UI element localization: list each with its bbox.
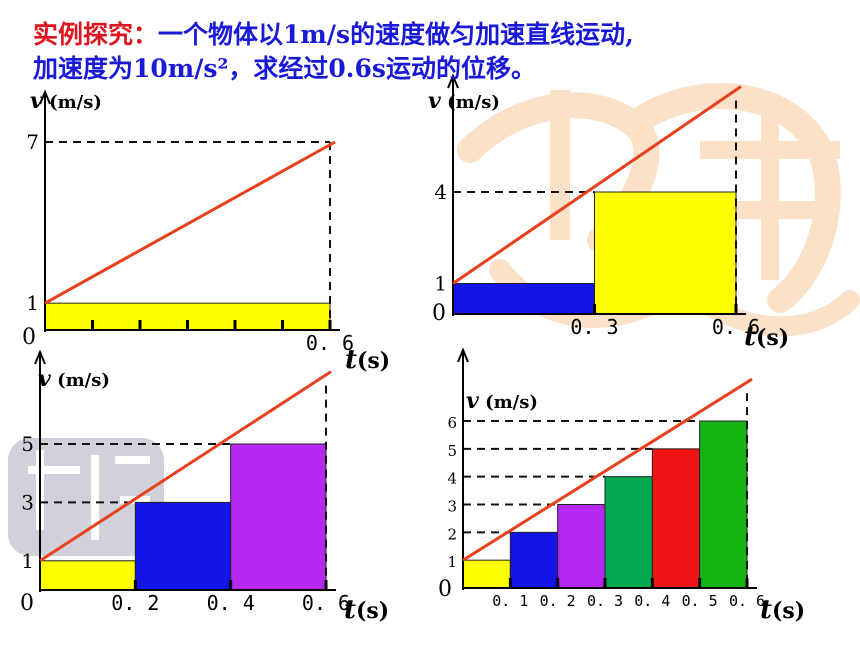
- panel2-v-symbol: v: [428, 88, 441, 114]
- panel1-v-symbol: v: [30, 88, 43, 114]
- panel4-y-tick-label: 4: [447, 470, 457, 488]
- panel3-y-tick-label: 1: [21, 549, 34, 573]
- panel4-area-rect-6: [699, 420, 748, 589]
- panel4-y-tick-label: 3: [447, 498, 457, 516]
- panel4-y-tick-label: 5: [447, 442, 457, 460]
- panel3-v-axis-label: v (m/s): [38, 366, 110, 392]
- panel1-t-symbol: t: [345, 345, 357, 375]
- panel4-area-rect-3: [557, 504, 606, 589]
- panel3-velocity-line: [39, 370, 332, 563]
- panel3-area-rect-3: [230, 443, 327, 591]
- example-label: 实例探究：: [33, 20, 159, 49]
- panel1-v-axis-label: v (m/s): [30, 88, 102, 114]
- panel2-graph: 1 4 0. 3 0. 6 v (m/s) t(s) 0: [428, 73, 789, 352]
- panel2-x-tick-label: 0. 6: [712, 315, 760, 339]
- panel2-area-rect-2: [594, 191, 737, 315]
- panel3-x-tick-label: 0. 4: [207, 591, 255, 615]
- panel4-origin-label: 0: [438, 577, 452, 602]
- panel3-t-axis-label: t(s): [344, 595, 389, 625]
- panel4-v-symbol: v: [466, 388, 479, 414]
- panel4-graph: 1 2 3 4 5 6 0. 1 0. 2 0. 3 0. 4 0. 5 0. 6 v (m/s) t(s…: [438, 347, 805, 625]
- panel4-area-rect-1: [462, 559, 511, 589]
- panel4-y-axis-arrow: [457, 347, 469, 363]
- panel4-x-tick-label: 0. 3: [587, 592, 623, 610]
- panel4-t-symbol: t: [760, 595, 772, 625]
- panel2-y-tick-label: 1: [434, 272, 447, 296]
- panel2-area-rect-1: [452, 283, 595, 315]
- panel3-y-tick-label: 3: [21, 490, 34, 514]
- panel2-v-unit: (m/s): [441, 92, 500, 113]
- panel3-y-tick-label: 5: [21, 432, 34, 456]
- problem-line-2: 加速度为10m/s²，求经过0.6s运动的位移。: [33, 54, 536, 83]
- panel1-y-axis-arrow: [39, 89, 51, 105]
- panel1-y-tick-label: 7: [26, 130, 39, 154]
- panel3-t-unit: (s): [356, 598, 389, 624]
- panel2-t-symbol: t: [744, 322, 756, 352]
- panel4-velocity-line: [462, 377, 753, 562]
- panel3-v-symbol: v: [38, 366, 51, 392]
- panel1-origin-label: 0: [22, 325, 36, 350]
- panel4-x-tick-label: 0. 4: [634, 592, 670, 610]
- panel4-v-axis-label: v (m/s): [466, 388, 538, 414]
- panel1-t-unit: (s): [357, 348, 390, 374]
- panel4-y-tick-label: 2: [447, 525, 457, 543]
- panel3-t-symbol: t: [344, 595, 356, 625]
- panel1-y-tick-label: 1: [26, 291, 39, 315]
- panel4-t-unit: (s): [772, 598, 805, 624]
- panel4-area-rect-5: [651, 448, 701, 589]
- panel1-v-unit: (m/s): [43, 92, 102, 113]
- problem-statement: 实例探究：一个物体以1m/s的速度做匀加速直线运动, 加速度为10m/s²，求经…: [33, 18, 853, 86]
- panel3-v-unit: (m/s): [51, 370, 110, 391]
- panel2-velocity-line: [452, 85, 742, 285]
- panel4-x-tick-label: 0. 1: [492, 592, 528, 610]
- panel2-t-unit: (s): [756, 325, 789, 351]
- panel2-origin-label: 0: [432, 301, 446, 326]
- panel3-y-axis-arrow: [34, 349, 46, 365]
- panel3-area-rect-2: [134, 501, 232, 591]
- panel4-x-tick-label: 0. 2: [540, 592, 576, 610]
- panel2-x-tick-label: 0. 3: [570, 315, 618, 339]
- panel3-x-tick-label: 0. 6: [302, 591, 350, 615]
- panel3-area-rect-1: [39, 560, 136, 591]
- panel2-t-axis-label: t(s): [744, 322, 789, 352]
- panel4-x-tick-label: 0. 6: [729, 592, 765, 610]
- panel4-x-tick-label: 0. 5: [682, 592, 718, 610]
- panel1-x-tick-label: 0. 6: [306, 331, 354, 355]
- panel3-x-tick-label: 0. 2: [111, 591, 159, 615]
- panel4-area-rect-2: [509, 531, 559, 589]
- panel2-v-axis-label: v (m/s): [428, 88, 500, 114]
- problem-line-1: 一个物体以1m/s的速度做匀加速直线运动,: [158, 20, 634, 49]
- panel1-velocity-line: [44, 140, 336, 305]
- panel4-t-axis-label: t(s): [760, 595, 805, 625]
- panel4-area-rect-4: [604, 476, 653, 589]
- panel1-graph: 1 7 0. 6 v (m/s) t(s) 0: [22, 88, 390, 375]
- panel2-y-axis-arrow: [447, 73, 459, 89]
- panel4-y-tick-label: 6: [447, 414, 457, 432]
- panel2-y-tick-label: 4: [434, 180, 447, 204]
- panel1-t-axis-label: t(s): [345, 345, 390, 375]
- panel3-origin-label: 0: [20, 591, 34, 616]
- panel4-v-unit: (m/s): [479, 392, 538, 413]
- panel4-y-tick-label: 1: [447, 553, 457, 571]
